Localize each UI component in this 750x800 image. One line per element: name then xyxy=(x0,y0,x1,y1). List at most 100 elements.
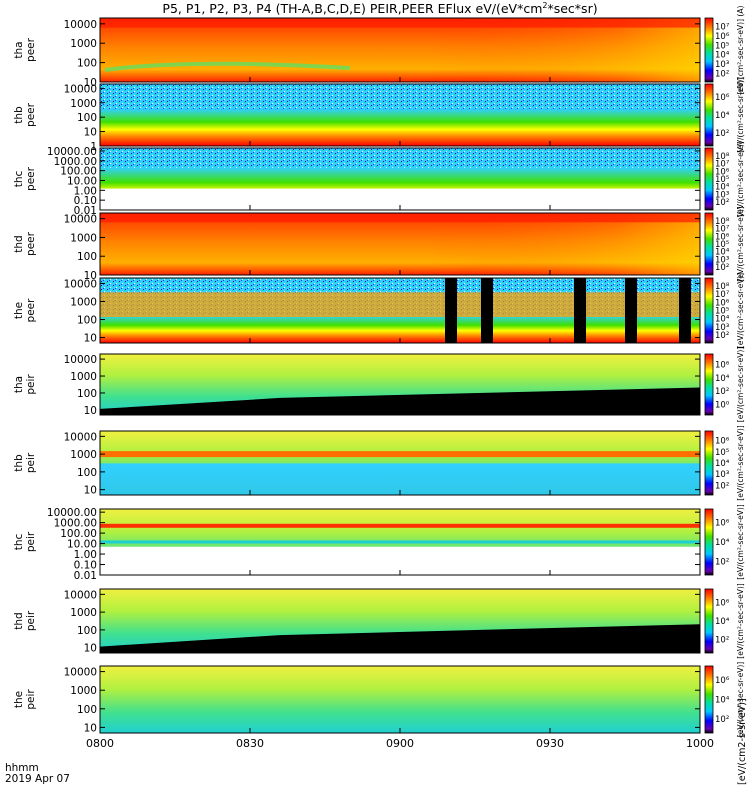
y-tick-label: 10 xyxy=(84,333,97,345)
y-tick-label: 10000 xyxy=(64,278,97,290)
colorbar-tick-label: 10³ xyxy=(715,190,729,200)
y-tick-label: 100 xyxy=(77,467,97,479)
y-ticks: 10000 1000 100 10 xyxy=(64,354,700,417)
y-tick-label: 1000 xyxy=(70,371,97,383)
y-tick-label: 10 xyxy=(84,643,97,655)
y-tick-label: 10000 xyxy=(64,354,97,366)
colorbar-tick-label: 10⁵ xyxy=(715,448,729,458)
spectrogram-image xyxy=(100,666,700,733)
colorbar-tick-label: 10⁴ xyxy=(715,248,730,258)
x-tick-label: 0900 xyxy=(386,737,414,750)
panel-probe: thc xyxy=(13,534,25,551)
colorbar-tick-label: 10⁶ xyxy=(715,232,730,242)
x-tick-label: 1000 xyxy=(686,737,714,750)
colorbar-tick-label: 10⁴ xyxy=(715,111,730,121)
y-tick-label: 100.00 xyxy=(60,166,97,178)
colorbar: 10⁶ 10⁴ 10² [eV/(cm²-sec-sr-eV)] xyxy=(704,504,745,580)
colorbar-tick-label: 10⁵ xyxy=(715,307,729,317)
panel-tha-peir: 10000 1000 100 10 thapeir 10⁶ 10⁴ 10² 10⁰ [eV/(cm… xyxy=(13,347,745,423)
panel-label: thcpeer xyxy=(13,166,37,191)
colorbar-tick-label: 10² xyxy=(715,715,729,725)
colorbar-tick-label: 10⁴ xyxy=(715,51,730,61)
colorbar-tick-label: 10² xyxy=(715,557,729,567)
panel-label: thepeer xyxy=(13,298,37,323)
y-tick-label: 1 xyxy=(90,141,97,153)
colorbar-label: [eV/(cm²-sec-sr-eV)] xyxy=(736,77,745,153)
y-tick-label: 10 xyxy=(84,405,97,417)
y-tick-label: 1000 xyxy=(70,296,97,308)
y-tick-label: 100 xyxy=(77,315,97,327)
colorbar-tick-label: 10⁶ xyxy=(715,437,730,447)
colorbar-tick-label: 10⁴ xyxy=(715,617,730,627)
colorbar-tick-label: 10² xyxy=(715,331,729,341)
y-tick-label: 1000 xyxy=(70,685,97,697)
colorbar-label: [eV/(cm²-sec-sr-eV)] xyxy=(736,504,745,580)
x-tick-label: 0830 xyxy=(236,737,264,750)
y-tick-label: 1000 xyxy=(70,449,97,461)
panel-thd-peer: 10000100010010thdpeer10⁸10⁷10⁶10⁵10⁴10³1… xyxy=(13,206,745,282)
spectrogram-image xyxy=(100,509,700,575)
colorbar-tick-label: 10³ xyxy=(715,323,729,333)
y-tick-label: 10 xyxy=(84,77,97,89)
panel-probe: tha xyxy=(13,41,25,58)
y-tick-label: 100 xyxy=(77,251,97,263)
panels: 10000100010010thapeer10⁷10⁶10⁵10⁴10³10²[… xyxy=(13,6,745,738)
y-tick-label: 10.00 xyxy=(67,175,97,187)
colorbar-tick-label: 10⁴ xyxy=(715,538,730,548)
colorbar-tick-label: 10⁶ xyxy=(715,361,730,371)
colorbar-tick-label: 10⁰ xyxy=(715,400,730,410)
colorbar-tick-label: 10² xyxy=(715,387,729,397)
colorbar-label: [eV/(cm²-sec-sr-eV)] xyxy=(736,425,745,501)
y-ticks: 10000 1000 100 10 xyxy=(64,278,700,345)
y-tick-label: 10 xyxy=(84,722,97,734)
y-tick-label: 10000 xyxy=(64,589,97,601)
y-tick-label: 100.00 xyxy=(60,528,97,540)
spectrogram-image xyxy=(100,148,700,210)
colorbar-tick-label: 10⁷ xyxy=(715,225,730,235)
spectrogram-image xyxy=(100,354,700,415)
y-tick-label: 10 xyxy=(84,270,97,282)
panel-probe: thc xyxy=(13,171,25,188)
colorbar-label: [eV/(cm²-sec-sr-eV)] xyxy=(736,206,745,282)
x-tick-label: 0800 xyxy=(86,737,114,750)
panel-probe: thd xyxy=(13,235,25,252)
panel-label: thbpeir xyxy=(13,452,37,473)
colorbar-tick-label: 10³ xyxy=(715,470,729,480)
colorbar-tick-label: 10⁶ xyxy=(715,167,730,177)
spectrogram-image xyxy=(100,18,700,82)
colorbar-tick-label: 10⁶ xyxy=(715,676,730,686)
y-tick-label: 100 xyxy=(77,388,97,400)
panel-species: peir xyxy=(25,531,37,552)
panel-species: peir xyxy=(25,374,37,395)
x-axis: 0800 0830 0900 0930 1000 xyxy=(86,77,714,750)
panel-species: peer xyxy=(25,102,37,127)
panel-label: thbpeer xyxy=(13,102,37,127)
y-tick-label: 100 xyxy=(77,58,97,70)
y-tick-label: 1.00 xyxy=(74,185,97,197)
panel-species: peir xyxy=(25,689,37,710)
panel-label: thdpeer xyxy=(13,231,37,256)
panel-label: thapeir xyxy=(13,374,37,395)
y-tick-label: 1000.00 xyxy=(54,156,97,168)
colorbar-tick-label: 10⁴ xyxy=(715,183,730,193)
colorbar-bottom-label: [eV/(cm2-s-sr-eV)] xyxy=(737,698,748,785)
panel-species: peer xyxy=(25,37,37,62)
y-tick-label: 100 xyxy=(77,625,97,637)
panel-label: thdpeir xyxy=(13,610,37,631)
colorbar-tick-label: 10⁷ xyxy=(715,290,730,300)
colorbar-tick-label: 10⁶ xyxy=(715,93,730,103)
colorbar-label: [eV/(cm²-sec-sr-eV)] xyxy=(736,141,745,217)
y-tick-label: 1000 xyxy=(70,607,97,619)
colorbar-tick-label: 10⁶ xyxy=(715,519,730,529)
title-superscript: 2 xyxy=(542,1,547,10)
colorbar: 10⁶ 10⁴ 10² [eV/(cm²-sec-sr-eV)] xyxy=(704,662,745,737)
colorbar-tick-label: 10² xyxy=(715,481,729,491)
y-tick-label: 10000 xyxy=(64,214,97,226)
colorbar-tick-label: 10² xyxy=(715,636,729,646)
colorbar: 10⁶ 10⁴ 10² 10⁰ [eV/(cm²-sec-sr-eV)] xyxy=(704,347,745,422)
panel-species: peer xyxy=(25,166,37,191)
colorbar-label: [eV/(cm²-sec-sr-eV)] xyxy=(736,583,745,659)
